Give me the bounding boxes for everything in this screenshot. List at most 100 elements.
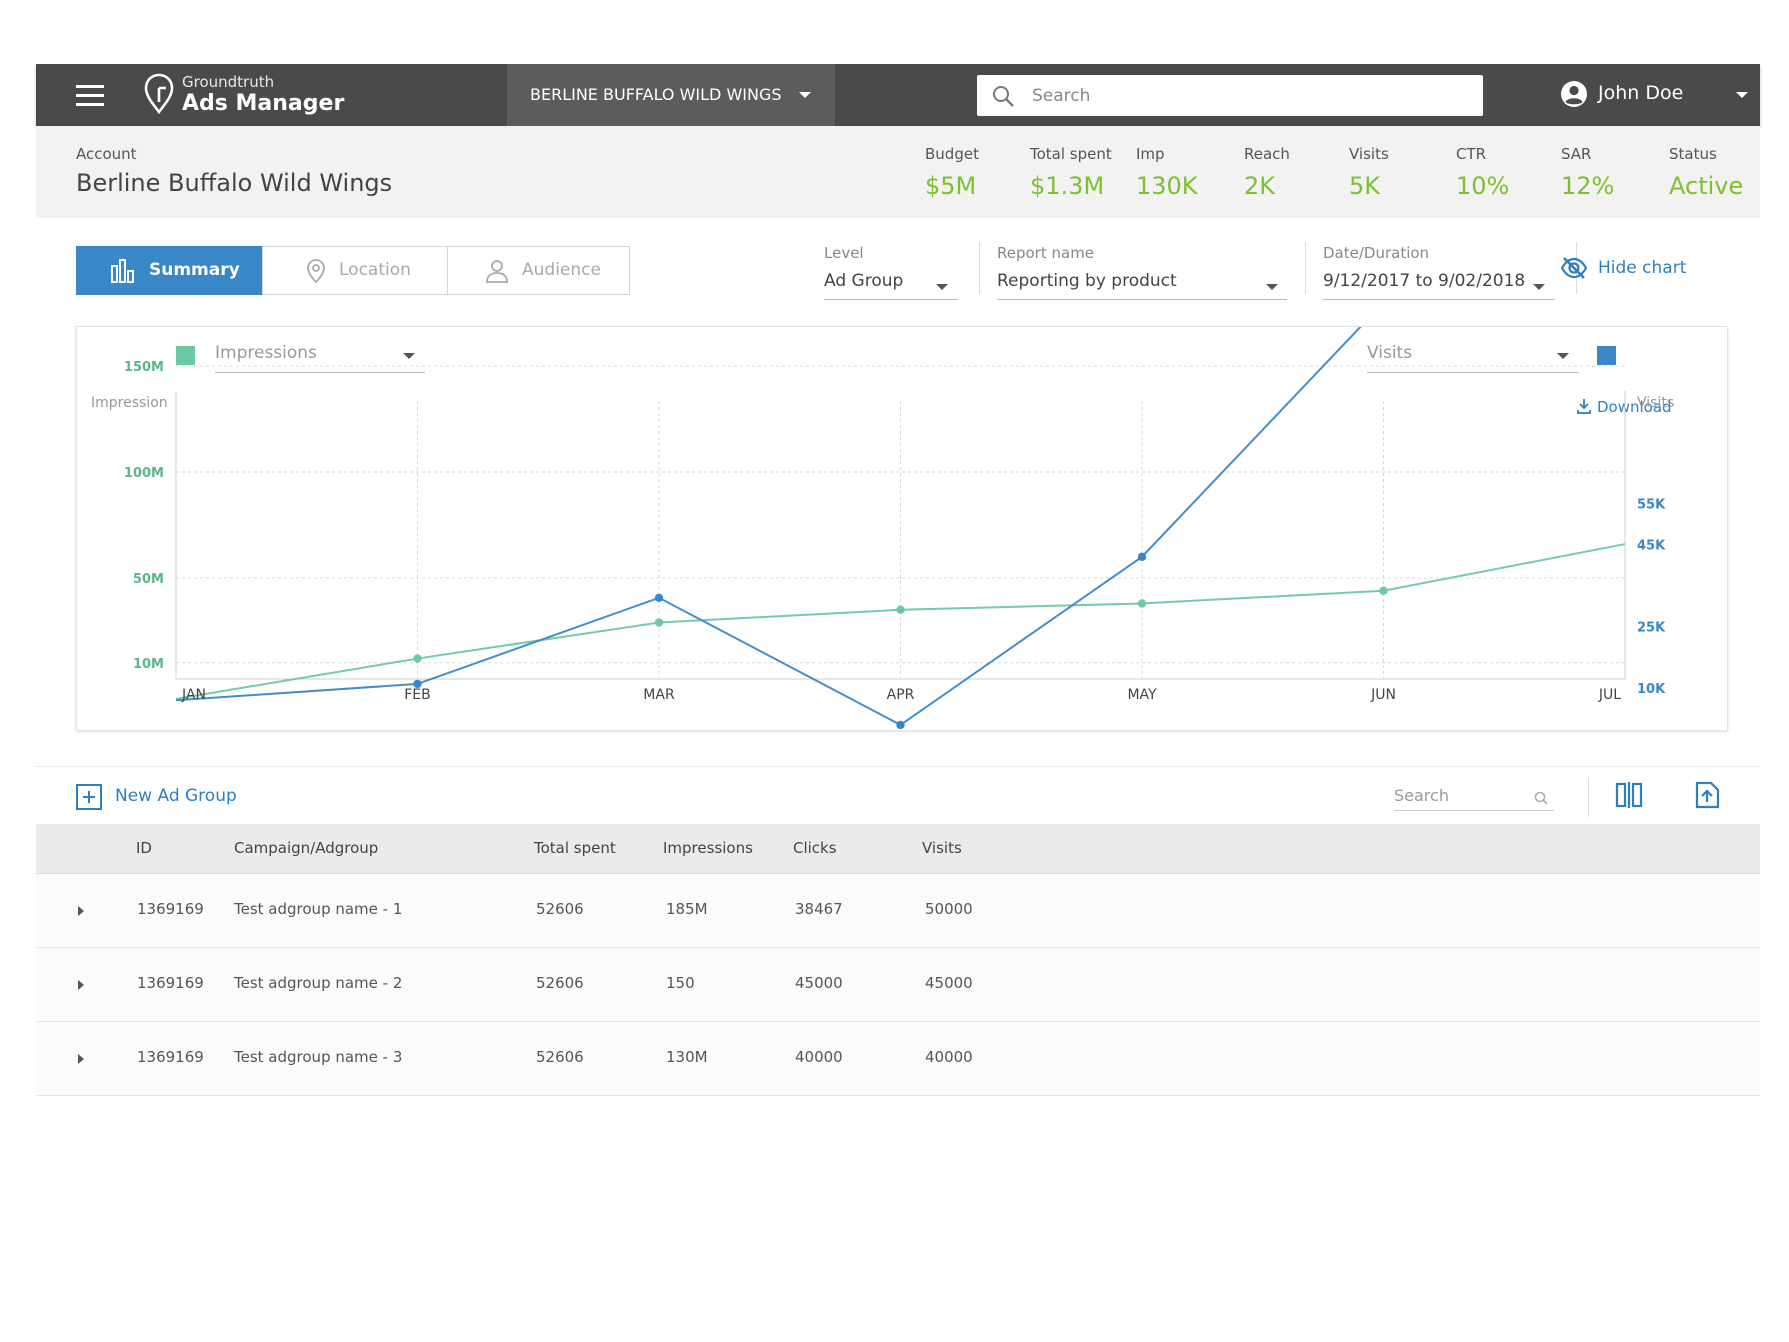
tab-divider [262, 247, 263, 294]
metric-value: 10% [1456, 172, 1510, 200]
account-selector[interactable]: BERLINE BUFFALO WILD WINGS [507, 64, 835, 126]
bar-chart-icon [111, 259, 134, 283]
table-search[interactable] [1394, 781, 1554, 811]
metric-sar: SAR 12% [1561, 145, 1614, 200]
metric-value: 2K [1244, 172, 1276, 200]
y-tick-label-left: 100M [124, 466, 164, 481]
report-name-dropdown[interactable]: Report name Reporting by product [997, 244, 1287, 300]
tab-label: Summary [149, 260, 240, 280]
y-tick-label-right: 45K [1637, 539, 1666, 554]
metric-label: Visits [1349, 145, 1389, 163]
column-header-impressions[interactable]: Impressions [663, 839, 753, 857]
global-search-input[interactable] [1032, 75, 1472, 116]
download-icon [1577, 399, 1591, 414]
metric-value: $5M [925, 172, 977, 200]
table-search-input[interactable] [1394, 781, 1524, 809]
location-pin-icon [307, 259, 325, 284]
column-header-campaign[interactable]: Campaign/Adgroup [234, 839, 379, 857]
chevron-down-icon [799, 92, 811, 98]
brand-name-product: Ads Manager [182, 91, 345, 116]
table-row[interactable]: 1369169 Test adgroup name - 2 52606 150 … [36, 948, 1760, 1022]
hamburger-menu-icon[interactable] [76, 85, 104, 107]
cell-impressions: 150 [666, 974, 695, 992]
download-button[interactable]: Download [1577, 398, 1672, 416]
metric-label: Status [1669, 145, 1717, 163]
level-dropdown[interactable]: Level Ad Group [824, 244, 958, 300]
metric-label: CTR [1456, 145, 1487, 163]
hide-chart-button[interactable]: Hide chart [1560, 257, 1687, 279]
cell-id: 1369169 [137, 1048, 204, 1066]
column-header-total-spent[interactable]: Total spent [534, 839, 616, 857]
account-name: Berline Buffalo Wild Wings [76, 169, 393, 197]
data-point-impressions [1379, 586, 1388, 595]
metric-label: SAR [1561, 145, 1592, 163]
metric-value: $1.3M [1030, 172, 1105, 200]
column-header-clicks[interactable]: Clicks [793, 839, 837, 857]
y-tick-label-right: 55K [1637, 498, 1666, 513]
y-tick-label-left: 50M [133, 572, 164, 587]
metric-budget: Budget $5M [925, 145, 979, 200]
expand-row-icon[interactable] [78, 906, 84, 916]
left-metric-select[interactable]: Impressions [215, 343, 425, 373]
y-tick-label-right: 10K [1637, 682, 1666, 697]
dropdown-underline [1323, 299, 1555, 300]
table-row[interactable]: 1369169 Test adgroup name - 3 52606 130M… [36, 1022, 1760, 1096]
metric-total-spent: Total spent $1.3M [1030, 145, 1112, 200]
impressions-legend-swatch [176, 346, 195, 365]
tab-audience[interactable]: Audience [448, 246, 630, 295]
chevron-down-icon [403, 353, 415, 359]
ads-manager-app: Groundtruth Ads Manager BERLINE BUFFALO … [36, 64, 1760, 1096]
global-search[interactable] [977, 75, 1483, 116]
column-header-visits[interactable]: Visits [922, 839, 962, 857]
divider [1305, 242, 1306, 294]
data-point-impressions [654, 618, 664, 627]
data-point-impressions [896, 605, 905, 614]
person-icon [486, 260, 508, 283]
expand-row-icon[interactable] [78, 1054, 84, 1064]
table-row[interactable]: 1369169 Test adgroup name - 1 52606 185M… [36, 874, 1760, 948]
date-duration-dropdown[interactable]: Date/Duration 9/12/2017 to 9/02/2018 [1323, 244, 1555, 300]
x-tick-label: MAR [643, 687, 675, 703]
tab-summary[interactable]: Summary [76, 246, 262, 295]
tab-label: Location [339, 260, 411, 280]
top-bar: Groundtruth Ads Manager BERLINE BUFFALO … [36, 64, 1760, 126]
tab-divider [447, 247, 448, 294]
data-point-visits [1137, 552, 1147, 561]
export-icon[interactable] [1692, 780, 1722, 810]
x-tick-label: JUN [1370, 687, 1396, 703]
data-point-visits [413, 679, 422, 689]
search-icon [993, 86, 1014, 107]
cell-visits: 40000 [925, 1048, 973, 1066]
dropdown-underline [824, 299, 958, 300]
groundtruth-logo-icon [144, 73, 174, 114]
metric-label: Reach [1244, 145, 1290, 163]
cell-campaign: Test adgroup name - 2 [234, 974, 403, 992]
right-metric-value: Visits [1367, 343, 1413, 363]
metric-value: 12% [1561, 172, 1615, 200]
visits-legend-swatch [1597, 346, 1616, 365]
line-chart: 150M 100M 50M 10M 55K 45K 25K 10K Impression Visi… [91, 327, 1674, 730]
tab-location[interactable]: Location [263, 246, 447, 295]
column-header-id[interactable]: ID [136, 839, 152, 857]
hide-chart-label: Hide chart [1598, 258, 1687, 278]
metric-value: Active [1669, 172, 1744, 200]
expand-row-icon[interactable] [78, 980, 84, 990]
report-name-value: Reporting by product [997, 271, 1177, 291]
x-tick-label: FEB [404, 687, 431, 703]
metric-value: 5K [1349, 172, 1381, 200]
chevron-down-icon [1266, 284, 1278, 290]
cell-impressions: 130M [666, 1048, 708, 1066]
data-point-impressions [1137, 599, 1147, 608]
metric-imp: Imp 130K [1136, 145, 1198, 200]
metric-label: Imp [1136, 145, 1165, 163]
columns-icon[interactable] [1614, 780, 1644, 810]
cell-clicks: 38467 [795, 900, 843, 918]
brand-name-small: Groundtruth [182, 73, 275, 91]
cell-id: 1369169 [137, 900, 204, 918]
view-tabs: Summary Location Audience [76, 246, 630, 295]
level-value: Ad Group [824, 271, 904, 291]
account-selector-label: BERLINE BUFFALO WILD WINGS [530, 85, 782, 104]
metric-label: Budget [925, 145, 979, 163]
right-metric-select[interactable]: Visits [1367, 343, 1579, 373]
data-point-visits [896, 720, 905, 730]
